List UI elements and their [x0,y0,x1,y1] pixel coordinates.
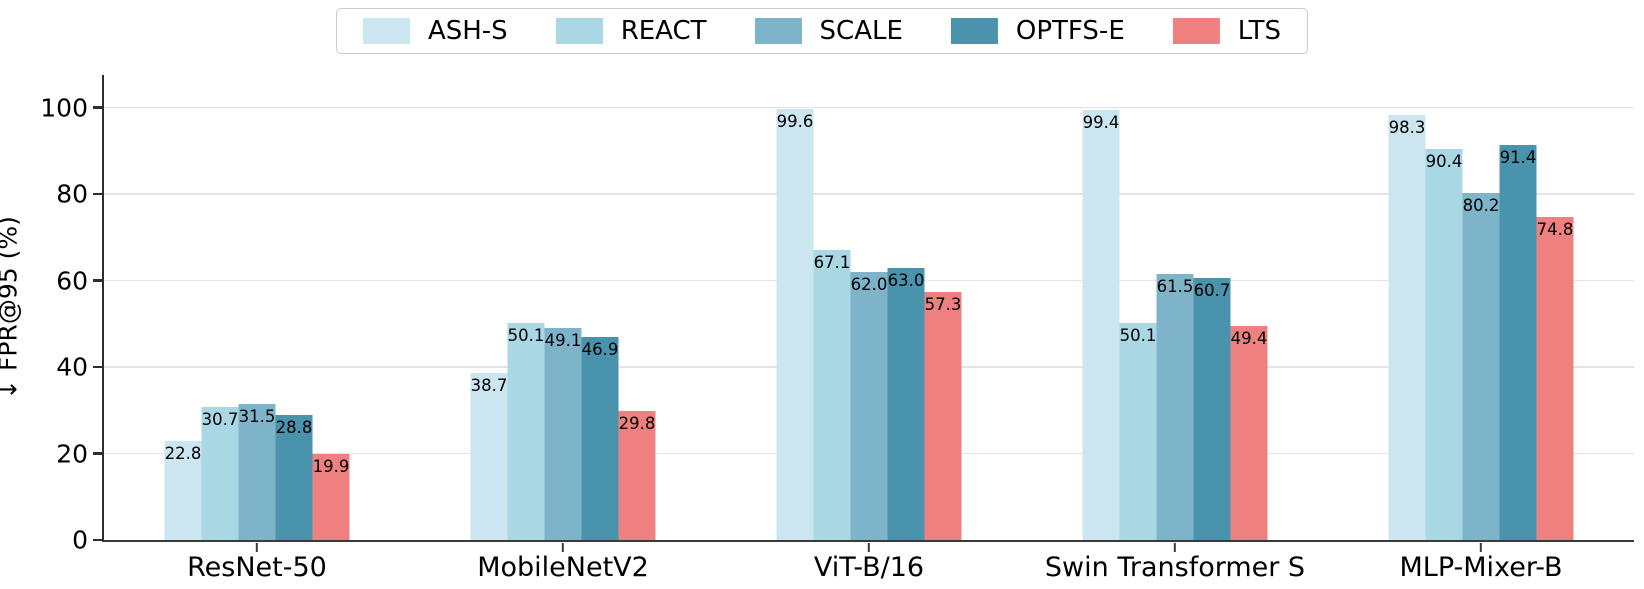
y-tick-label: 80 [56,179,88,209]
y-tick-mark [93,365,102,369]
y-tick-label: 40 [56,352,88,382]
bar-lts-mlp-mixer-b: 74.8 [1536,216,1574,540]
y-tick-mark [93,192,102,196]
bar-scale-mobilenetv2: 49.1 [544,327,582,540]
bar-value-label: 46.9 [581,340,619,360]
bar-scale-resnet-50: 31.5 [238,403,276,540]
bar-value-label: 63.0 [887,270,925,290]
bar-value-label: 50.1 [1119,326,1157,346]
bar-react-resnet-50: 30.7 [201,407,239,540]
bar-value-label: 74.8 [1536,219,1574,239]
x-tick-label-mobilenetv2: MobileNetV2 [477,552,649,583]
bar-value-label: 62.0 [850,274,888,294]
gridline [104,193,1634,195]
y-tick-mark [93,106,102,109]
bar-value-label: 98.3 [1388,117,1426,137]
legend: ASH-S REACT SCALE OPTFS-E LTS [335,8,1309,54]
bar-react-mobilenetv2: 50.1 [507,323,545,540]
bar-value-label: 29.8 [618,414,656,434]
bar-value-label: 99.4 [1082,113,1120,133]
legend-swatch-optfs-e [950,18,998,44]
x-tick-label-mlp-mixer-b: MLP-Mixer-B [1399,552,1563,583]
bar-ash-s-mobilenetv2: 38.7 [470,372,508,540]
legend-swatch-ash-s [362,18,410,44]
bar-value-label: 30.7 [201,410,239,430]
legend-label: SCALE [819,16,903,46]
legend-swatch-react [555,18,603,44]
bar-optfs-e-resnet-50: 28.8 [275,415,313,540]
bar-value-label: 19.9 [312,456,350,476]
y-tick-label: 0 [72,525,88,555]
bar-group-mobilenetv2: 38.7 50.1 49.1 46.9 29.8 [470,323,656,540]
x-tick-label-swin-transformer-s: Swin Transformer S [1044,552,1306,583]
bar-value-label: 61.5 [1156,277,1194,297]
legend-item-optfs-e: OPTFS-E [950,16,1125,46]
y-tick-label: 20 [56,439,88,469]
bar-scale-swin-transformer-s: 61.5 [1156,274,1194,540]
bar-react-mlp-mixer-b: 90.4 [1425,149,1463,540]
bar-group-mlp-mixer-b: 98.3 90.4 80.2 91.4 74.8 [1388,114,1574,540]
y-tick-label: 100 [40,93,88,123]
legend-item-react: REACT [555,16,707,46]
y-tick-label: 60 [56,266,88,296]
bar-ash-s-resnet-50: 22.8 [164,441,202,540]
legend-swatch-scale [754,18,802,44]
x-tick-mark [1479,543,1483,552]
legend-label: ASH-S [427,16,508,46]
x-tick-mark [255,543,259,552]
plot-area: 0 20 40 60 80 100 22.8 30.7 31.5 28.8 19.9 ResNet-5… [40,75,1634,581]
bar-ash-s-swin-transformer-s: 99.4 [1082,110,1120,540]
bar-lts-vit-b-16: 57.3 [924,292,962,540]
legend-label: REACT [620,16,707,46]
bar-value-label: 31.5 [238,406,276,426]
bar-value-label: 50.1 [507,326,545,346]
legend-item-ash-s: ASH-S [362,16,508,46]
bar-value-label: 49.4 [1230,329,1268,349]
bar-scale-vit-b-16: 62.0 [850,271,888,540]
bar-value-label: 38.7 [470,375,508,395]
bar-value-label: 67.1 [813,252,851,272]
y-tick-mark [93,452,102,455]
bar-optfs-e-mlp-mixer-b: 91.4 [1499,144,1537,540]
bar-lts-resnet-50: 19.9 [312,453,350,540]
bar-lts-mobilenetv2: 29.8 [618,411,656,540]
x-tick-label-vit-b-16: ViT-B/16 [813,552,925,583]
gridline [104,106,1634,109]
bar-value-label: 90.4 [1425,152,1463,172]
bar-group-swin-transformer-s: 99.4 50.1 61.5 60.7 49.4 [1082,110,1268,540]
bar-value-label: 99.6 [776,112,814,132]
bar-value-label: 80.2 [1462,196,1500,216]
legend-item-scale: SCALE [754,16,903,46]
bar-optfs-e-mobilenetv2: 46.9 [581,337,619,540]
bar-lts-swin-transformer-s: 49.4 [1230,326,1268,540]
y-tick-mark [93,279,102,282]
x-tick-mark [867,543,871,552]
x-tick-mark [561,543,565,552]
legend-swatch-lts [1172,18,1220,44]
bar-react-vit-b-16: 67.1 [813,249,851,540]
bar-scale-mlp-mixer-b: 80.2 [1462,193,1500,540]
y-tick-mark [93,538,102,542]
bar-value-label: 91.4 [1499,147,1537,167]
bar-value-label: 28.8 [275,418,313,438]
legend-label: OPTFS-E [1015,16,1125,46]
y-axis-label: ↓ FPR@95 (%) [0,216,23,400]
x-tick-label-resnet-50: ResNet-50 [187,552,327,583]
bar-value-label: 49.1 [544,330,582,350]
x-tick-mark [1173,543,1177,552]
bar-value-label: 57.3 [924,295,962,315]
bar-react-swin-transformer-s: 50.1 [1119,323,1157,540]
bar-value-label: 22.8 [164,444,202,464]
bar-optfs-e-vit-b-16: 63.0 [887,267,925,540]
bar-optfs-e-swin-transformer-s: 60.7 [1193,277,1231,540]
bar-group-resnet-50: 22.8 30.7 31.5 28.8 19.9 [164,403,350,540]
legend-label: LTS [1237,16,1282,46]
bar-ash-s-vit-b-16: 99.6 [776,109,814,540]
legend-item-lts: LTS [1172,16,1282,46]
bar-value-label: 60.7 [1193,280,1231,300]
bar-group-vit-b-16: 99.6 67.1 62.0 63.0 57.3 [776,109,962,540]
bar-ash-s-mlp-mixer-b: 98.3 [1388,114,1426,540]
